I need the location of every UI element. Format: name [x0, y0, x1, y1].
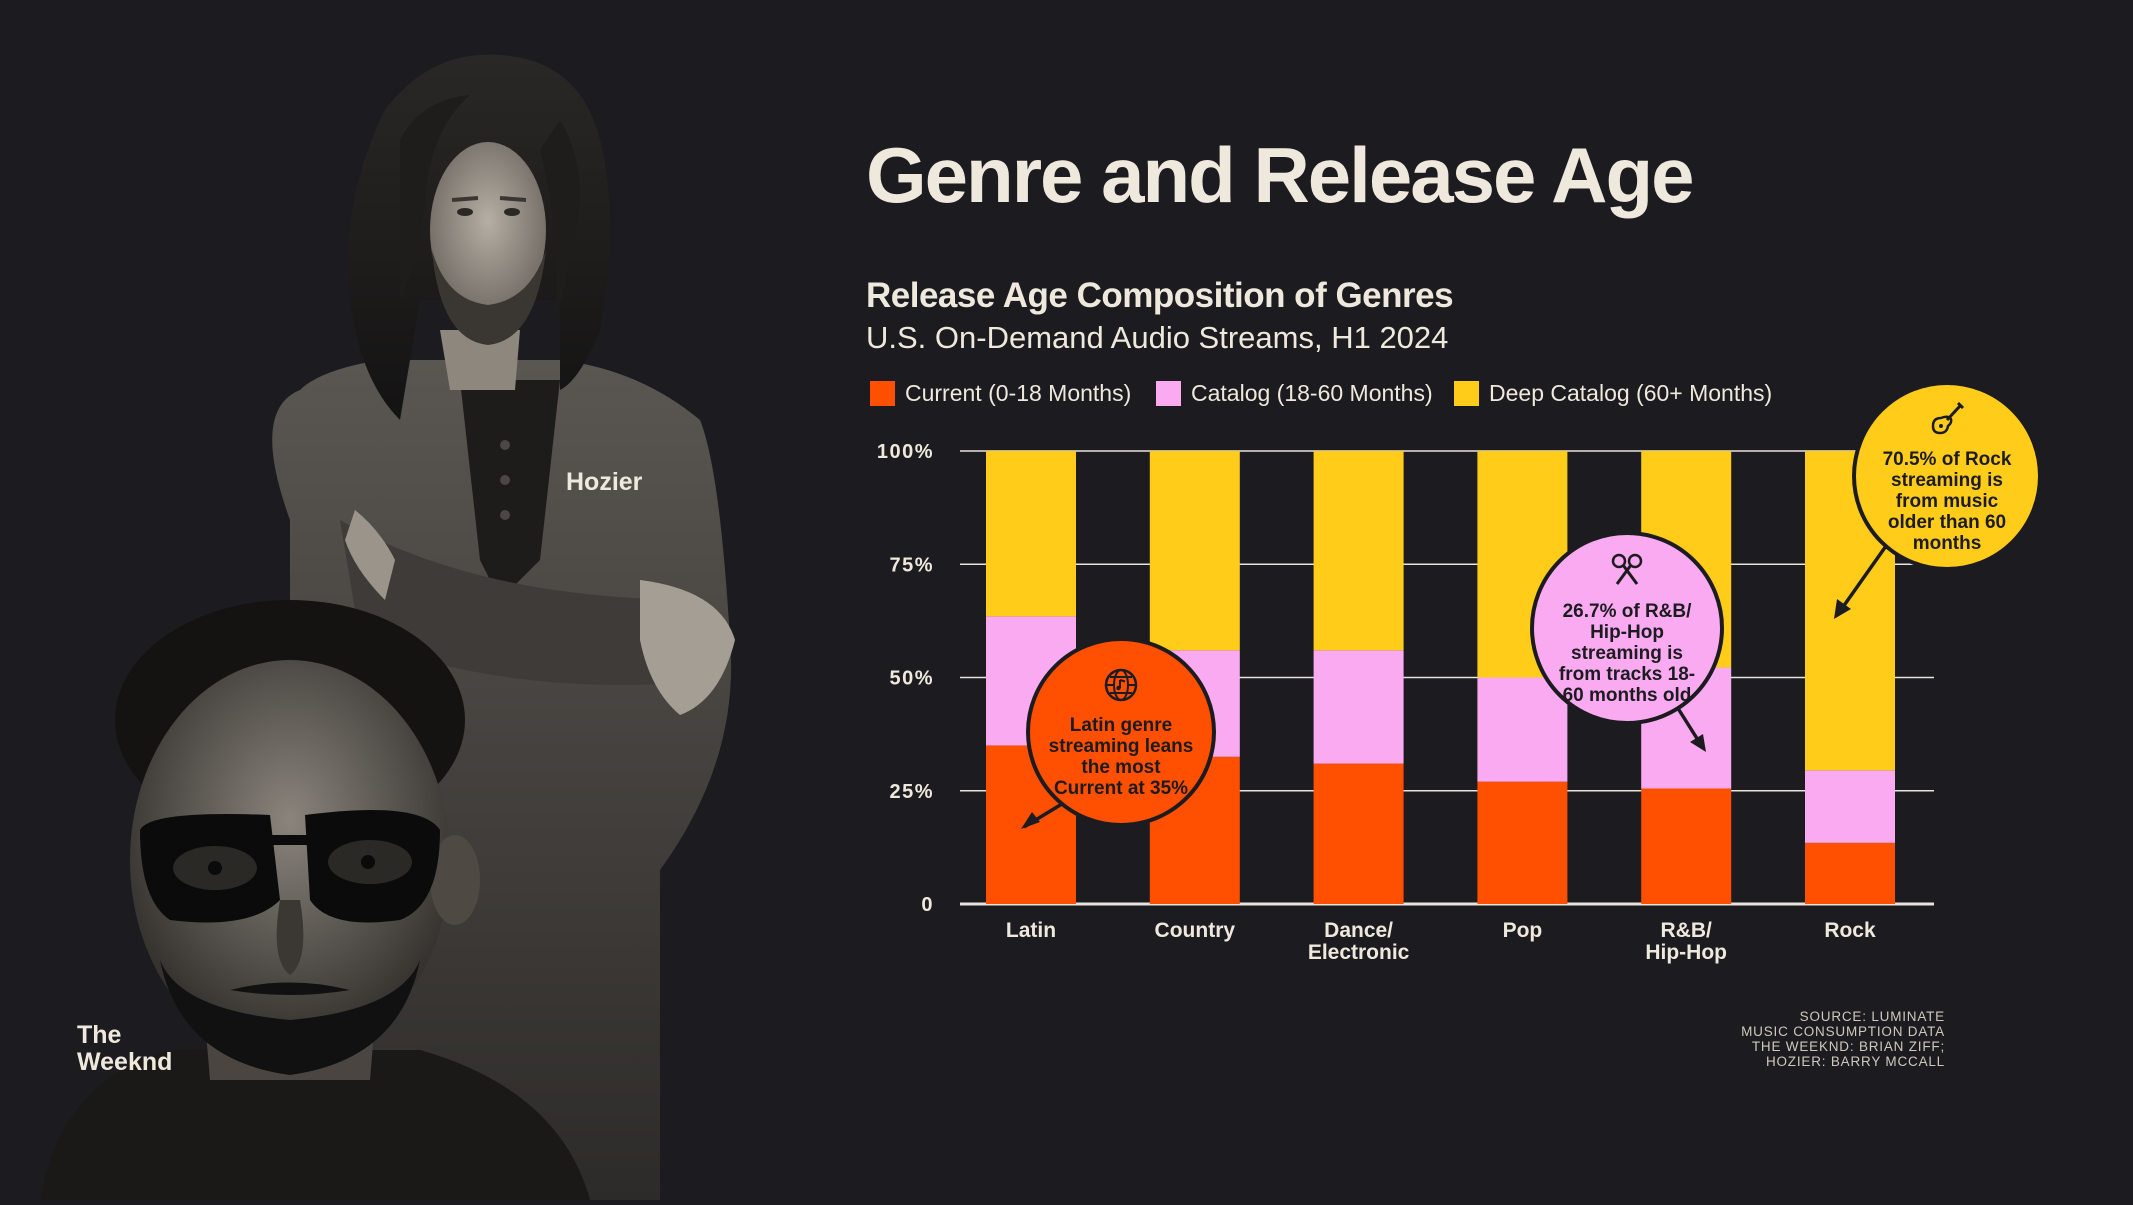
callout-arrow-rock: [1836, 544, 1888, 616]
chart-axis-labels: 0 25% 50% 75% 100% Latin Country Dance/Electron…: [877, 441, 1876, 964]
source-credits: SOURCE: LUMINATE MUSIC CONSUMPTION DATA …: [1741, 1009, 1945, 1069]
source-line-2: MUSIC CONSUMPTION DATA: [1741, 1024, 1945, 1039]
legend-swatch-current: [870, 381, 895, 406]
bar-dance-electronic-catalog: [1313, 650, 1404, 764]
x-tick-label: Hip-Hop: [1645, 941, 1727, 964]
legend-label-current: Current (0-18 Months): [905, 380, 1132, 406]
x-tick-label: Country: [1155, 919, 1236, 942]
bar-dance-electronic-deep-catalog: [1313, 451, 1404, 651]
callout-latin: Latin genre streaming leans the most Cur…: [1026, 637, 1216, 827]
globe-music-icon: [1102, 666, 1140, 709]
y-tick-label: 50%: [889, 668, 934, 690]
x-tick-label: Electronic: [1308, 941, 1410, 964]
bar-pop-current: [1477, 781, 1568, 904]
weeknd-photo: [40, 600, 590, 1200]
weeknd-label-line1: The: [77, 1021, 122, 1049]
legend-item-catalog: Catalog (18-60 Months): [1156, 380, 1433, 407]
chart-title: Release Age Composition of Genres: [866, 276, 1454, 315]
source-line-4: HOZIER: BARRY MCCALL: [1765, 1054, 1945, 1069]
legend-item-deep-catalog: Deep Catalog (60+ Months): [1454, 380, 1772, 407]
callout-latin-text: Latin genre streaming leans the most Cur…: [1048, 714, 1194, 799]
bar-latin-deep-catalog: [986, 451, 1076, 617]
legend-swatch-catalog: [1156, 381, 1181, 406]
microphones-icon: [1607, 550, 1647, 595]
callout-rnb: 26.7% of R&B/ Hip-Hop streaming is from …: [1530, 531, 1724, 725]
page-title: Genre and Release Age: [866, 131, 1694, 219]
y-tick-label: 25%: [889, 781, 934, 803]
x-tick-label: Latin: [1006, 919, 1056, 942]
legend-label-catalog: Catalog (18-60 Months): [1191, 380, 1433, 406]
legend-item-current: Current (0-18 Months): [870, 380, 1131, 407]
bar-r-b-hip-hop-current: [1641, 788, 1732, 904]
callout-arrowhead-rock: [1834, 599, 1851, 619]
source-line-1: SOURCE: LUMINATE: [1799, 1009, 1945, 1024]
bar-rock-current: [1805, 842, 1895, 904]
callout-arrowhead-rnb: [1690, 734, 1706, 752]
portrait-photos: [40, 54, 735, 1200]
bar-rock-catalog: [1805, 770, 1895, 843]
weeknd-label: The Weeknd: [77, 1022, 172, 1076]
weeknd-label-line2: Weeknd: [77, 1048, 173, 1076]
y-tick-label: 100%: [877, 441, 934, 463]
callout-rnb-text: 26.7% of R&B/ Hip-Hop streaming is from …: [1558, 601, 1696, 706]
legend-swatch-deep-catalog: [1454, 381, 1479, 406]
bar-dance-electronic-current: [1313, 763, 1404, 904]
x-tick-label: Rock: [1824, 919, 1876, 942]
x-tick-label: Pop: [1503, 919, 1543, 942]
callout-rock-text: 70.5% of Rock streaming is from music ol…: [1882, 449, 2012, 554]
callout-arrowhead-latin: [1021, 812, 1040, 829]
guitar-icon: [1927, 398, 1967, 443]
chart-subtitle: U.S. On-Demand Audio Streams, H1 2024: [866, 320, 1449, 355]
x-tick-label: Dance/: [1324, 919, 1393, 942]
legend-label-deep-catalog: Deep Catalog (60+ Months): [1489, 380, 1773, 406]
callout-rock: 70.5% of Rock streaming is from music ol…: [1852, 381, 2042, 571]
x-tick-label: R&B/: [1661, 919, 1712, 942]
bar-pop-catalog: [1477, 677, 1568, 782]
bar-country-deep-catalog: [1149, 451, 1240, 651]
source-line-3: THE WEEKND: BRIAN ZIFF;: [1751, 1039, 1945, 1054]
hozier-label: Hozier: [566, 468, 643, 496]
y-tick-label: 75%: [889, 554, 934, 576]
y-tick-label: 0: [921, 894, 934, 916]
photo-area: Hozier The Weeknd: [0, 0, 780, 1200]
